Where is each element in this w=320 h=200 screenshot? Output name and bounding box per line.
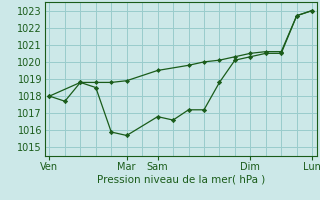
X-axis label: Pression niveau de la mer( hPa ): Pression niveau de la mer( hPa ) xyxy=(97,174,265,184)
